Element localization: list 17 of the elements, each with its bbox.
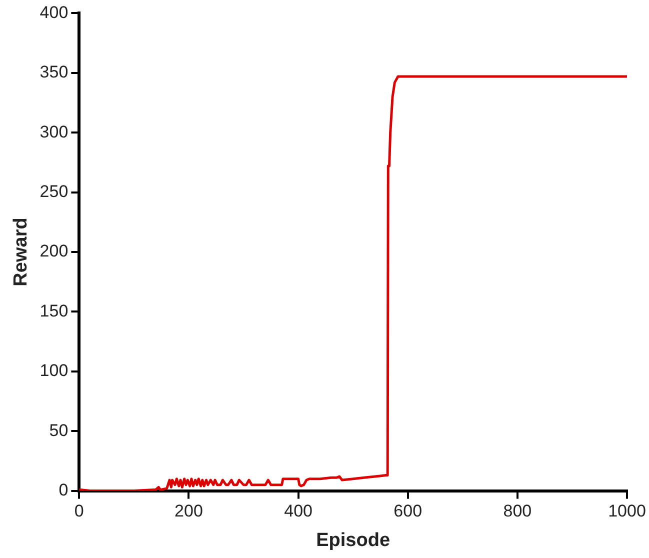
x-tick-label: 800 xyxy=(503,502,532,521)
y-tick-label: 50 xyxy=(49,420,68,440)
x-tick-label: 1000 xyxy=(608,502,646,521)
y-tick-label: 200 xyxy=(40,242,68,261)
x-axis-title: Episode xyxy=(316,530,390,551)
y-tick-label: 150 xyxy=(40,301,68,320)
y-tick-label: 250 xyxy=(40,182,68,201)
y-tick-label: 400 xyxy=(40,2,68,22)
x-tick-label: 400 xyxy=(284,502,312,521)
x-tick-label: 600 xyxy=(394,502,422,521)
y-tick-label: 350 xyxy=(40,62,68,82)
x-tick-label: 0 xyxy=(74,502,84,521)
x-tick-label: 200 xyxy=(174,502,203,521)
y-tick-label: 0 xyxy=(58,480,68,500)
y-axis-title: Reward xyxy=(10,218,32,286)
y-tick-label: 100 xyxy=(40,361,68,380)
y-tick-label: 300 xyxy=(40,122,68,142)
